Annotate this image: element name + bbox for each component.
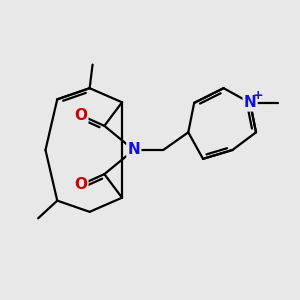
Text: N: N bbox=[128, 142, 140, 158]
Text: +: + bbox=[252, 89, 263, 102]
Text: O: O bbox=[74, 177, 87, 192]
Text: O: O bbox=[74, 108, 87, 123]
Text: N: N bbox=[244, 95, 256, 110]
